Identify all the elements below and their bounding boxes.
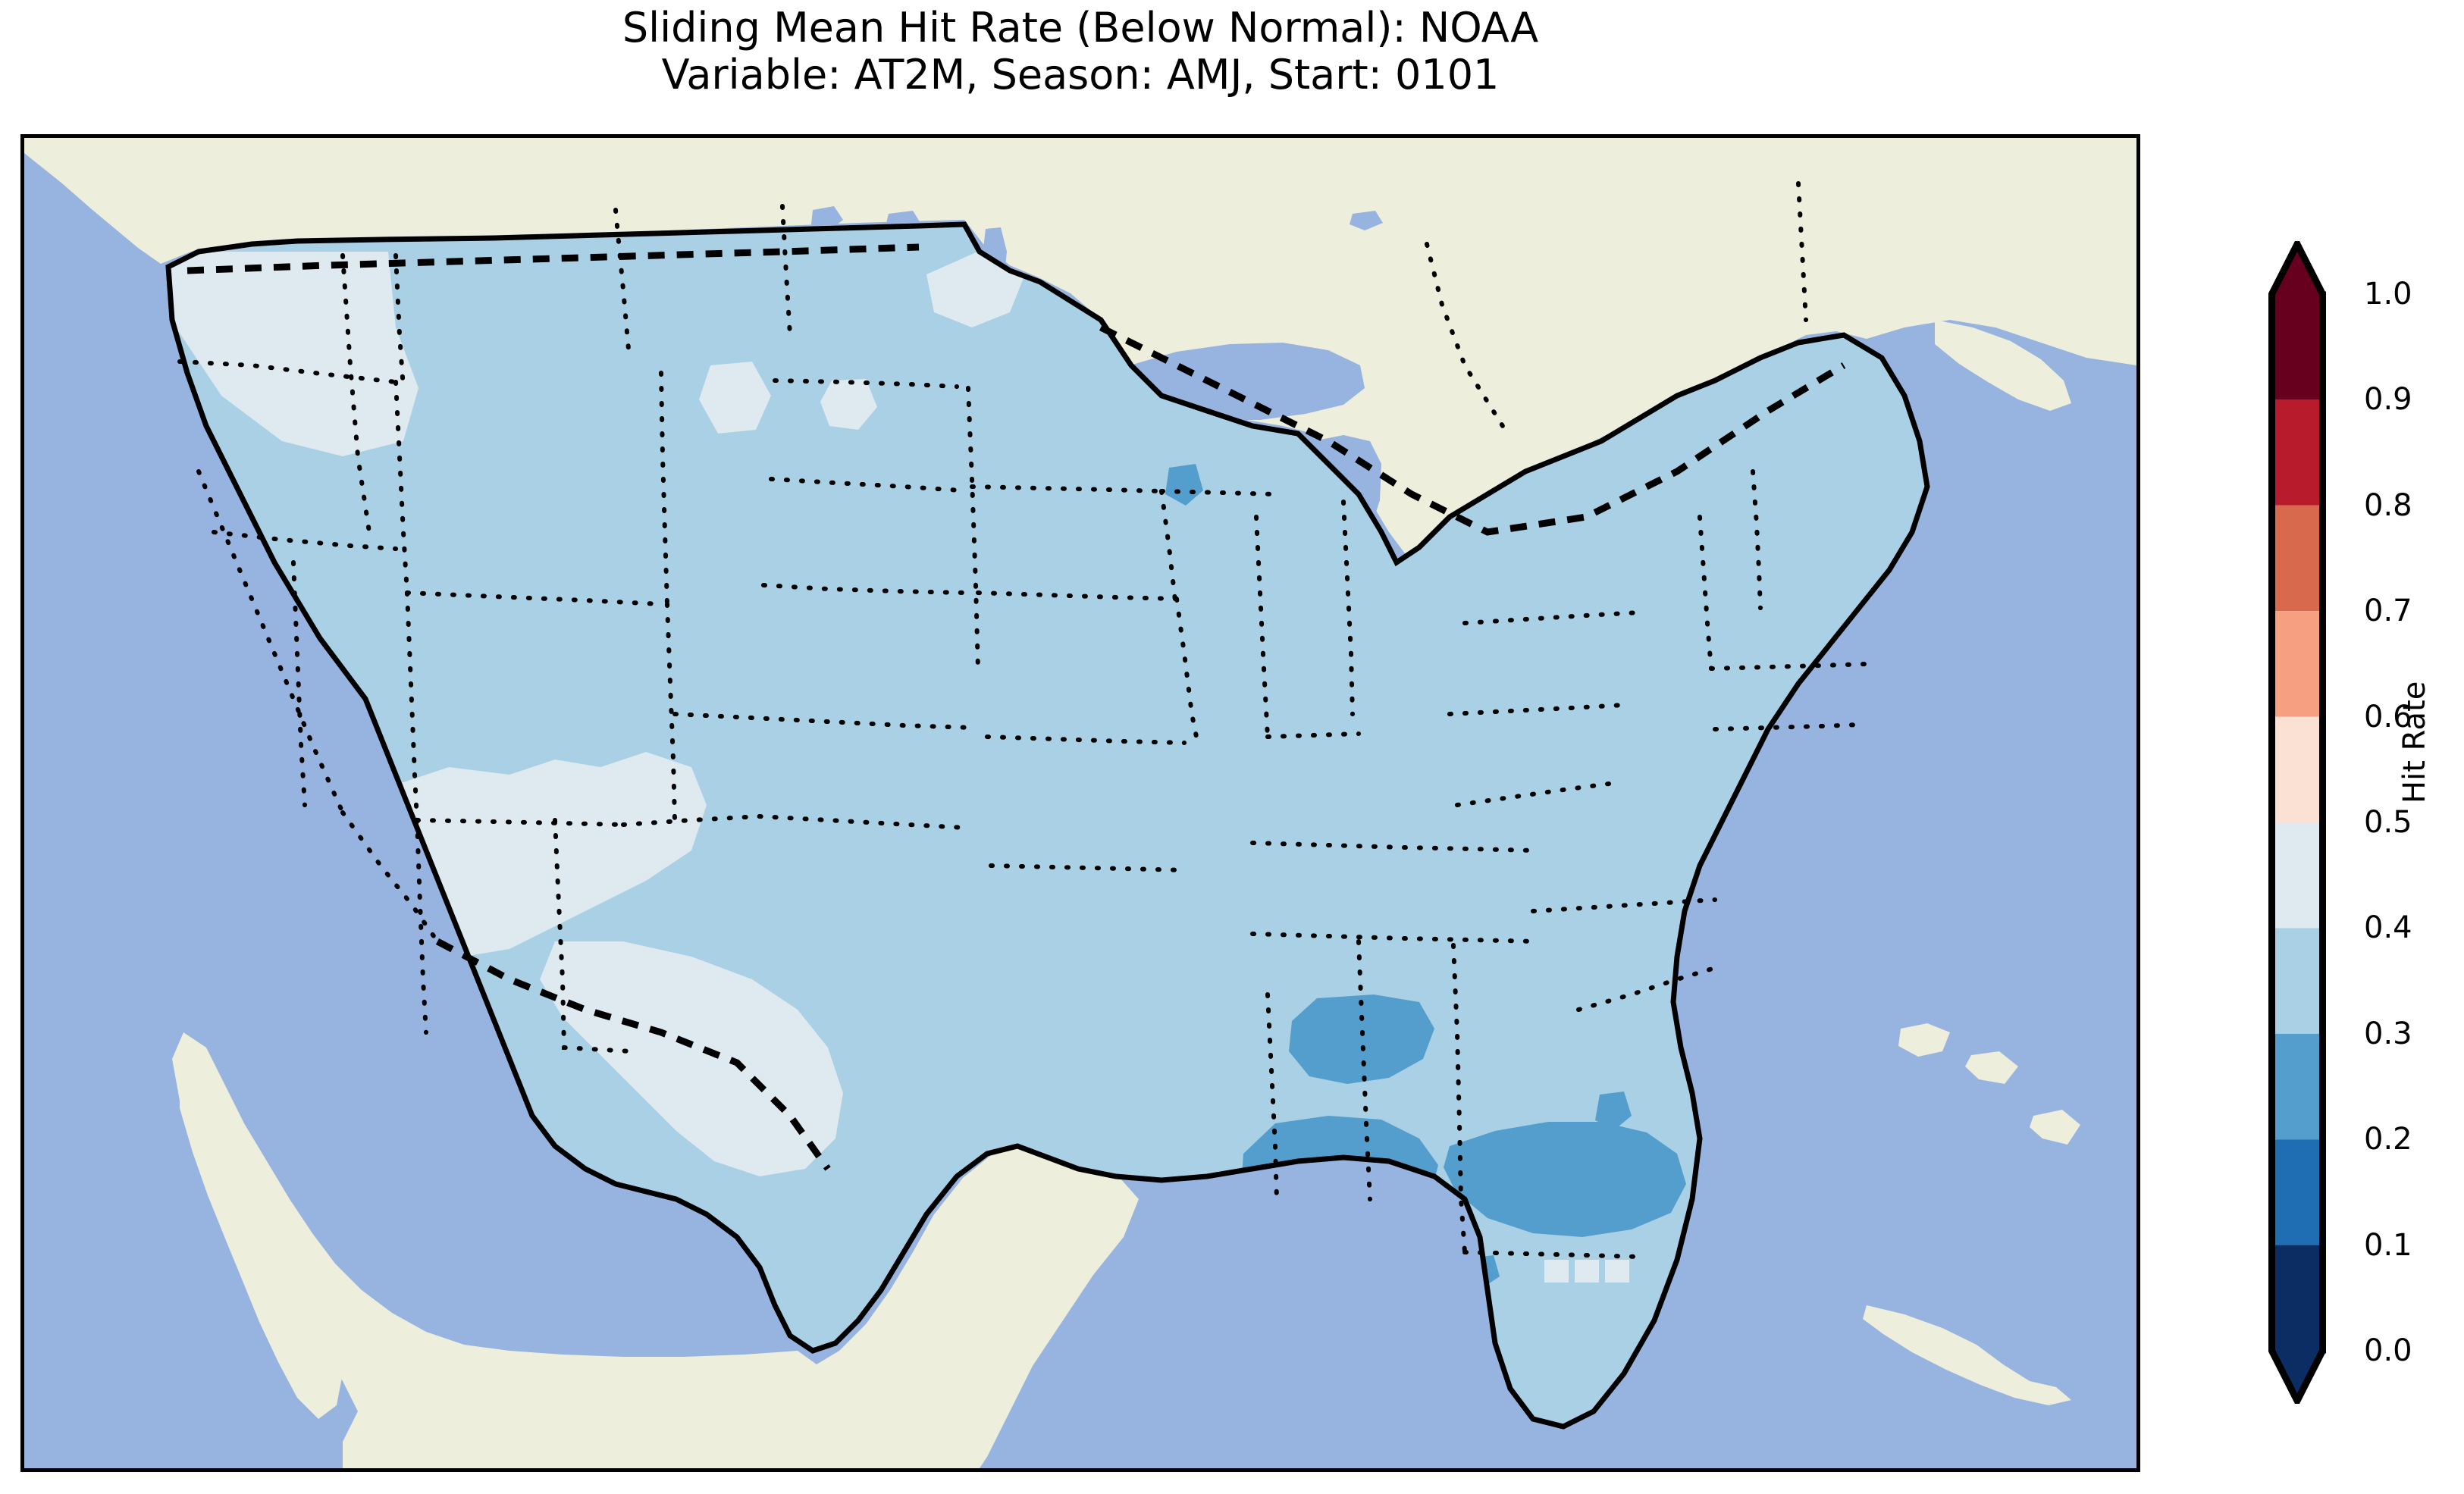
cb-tick-0.3: 0.3 (2364, 1016, 2412, 1051)
border-az-nm (415, 818, 428, 1035)
border-tn-ms-al (1250, 932, 1539, 944)
cb-under-arrow (2268, 1351, 2326, 1404)
colorbar-bands (2268, 241, 2326, 1404)
cuba-landmass (1863, 1305, 2071, 1405)
border-us-mexico (435, 938, 831, 1171)
border-us-canada-east (1099, 324, 1846, 536)
border-in-oh (1341, 500, 1355, 716)
border-wa-or (177, 359, 398, 384)
cb-band-0.4-0.5 (2268, 822, 2326, 929)
border-nc-va (1531, 897, 1717, 913)
cb-tick-1.0: 1.0 (2364, 277, 2412, 312)
cb-tick-0.7: 0.7 (2364, 594, 2412, 628)
border-pa-ny (1462, 610, 1641, 625)
offshore-data-cells (1544, 1260, 1629, 1283)
border-canada-east (1425, 242, 1505, 428)
lake-superior (1125, 343, 1365, 420)
border-sd-ne (769, 477, 963, 493)
cb-tick-0.1: 0.1 (2364, 1228, 2412, 1263)
cb-band-0.7-0.8 (2268, 505, 2326, 612)
border-ky-tn (1250, 841, 1535, 853)
foreign-landmasses (24, 138, 2136, 1468)
canada-landmass (24, 138, 2136, 562)
cb-band-0.3-0.4 (2268, 928, 2326, 1034)
state-boundaries (177, 181, 1869, 1259)
cb-band-0.2-0.3 (2268, 1033, 2326, 1140)
cb-band-0.8-0.9 (2268, 399, 2326, 506)
border-id-east (393, 380, 409, 595)
map-canvas (24, 138, 2136, 1468)
cb-tick-0.6: 0.6 (2364, 700, 2412, 734)
border-ca-az (340, 810, 440, 944)
border-ut-co (405, 590, 419, 822)
cb-band-0.0-0.1 (2268, 1245, 2326, 1351)
border-ia-il (1159, 489, 1177, 603)
border-ar-la (989, 863, 1187, 872)
figure-title: Sliding Mean Hit Rate (Below Normal): NO… (0, 5, 2161, 99)
border-ks-ok (672, 712, 974, 730)
colorbar[interactable] (2268, 241, 2326, 1404)
colorbar-swatches (2268, 241, 2326, 1404)
border-mo-ar (985, 734, 1187, 745)
keys-cell-1 (1544, 1260, 1569, 1283)
keys-cell-3 (1605, 1260, 1629, 1283)
border-wi-il (1159, 489, 1277, 496)
border-ut-nv (291, 560, 307, 807)
border-mi-oh-in (1265, 731, 1361, 739)
nova-scotia-landmass (1935, 320, 2071, 411)
colorbar-ticks (2322, 291, 2326, 1354)
border-ia-mo (976, 590, 1179, 601)
border-plains-east (966, 386, 980, 671)
border-ma-north (1709, 662, 1869, 671)
cb-tick-0.8: 0.8 (2364, 488, 2412, 523)
cb-tick-0.5: 0.5 (2364, 805, 2412, 840)
cb-band-0.5-0.6 (2268, 716, 2326, 822)
baja-california (180, 1059, 343, 1419)
small-lake-a (811, 206, 843, 230)
border-canada-mid (780, 204, 792, 337)
border-sc-nc (1576, 966, 1717, 1012)
border-wy-east (659, 371, 669, 606)
border-ga-fl (1462, 1250, 1641, 1259)
mexico-landmass (172, 1032, 1139, 1468)
border-ne-ks (761, 583, 967, 595)
border-vt-nh (1751, 469, 1763, 610)
keys-cell-2 (1575, 1260, 1599, 1283)
title-line-2: Variable: AT2M, Season: AMJ, Start: 0101 (661, 51, 1500, 99)
border-wy-south (405, 590, 663, 606)
small-lake-c (1350, 211, 1383, 230)
colorbar-axis-label: Hit Rate (2397, 681, 2432, 803)
cb-tick-0.9: 0.9 (2364, 382, 2412, 417)
border-ms-al (1356, 939, 1372, 1201)
cb-tick-0.0: 0.0 (2364, 1333, 2412, 1368)
international-borders (187, 243, 1846, 1171)
border-us-canada-west (187, 243, 920, 274)
cb-band-0.1-0.2 (2268, 1139, 2326, 1245)
cb-band-0.6-0.7 (2268, 611, 2326, 717)
cb-over-arrow (2268, 241, 2326, 294)
bahamas-landmass (1898, 1023, 2080, 1145)
map-panel[interactable] (20, 134, 2140, 1472)
border-pa-md (1447, 703, 1626, 716)
title-line-1: Sliding Mean Hit Rate (Below Normal): NO… (622, 4, 1539, 52)
cb-band-0.9-1.0 (2268, 294, 2326, 400)
cb-tick-0.4: 0.4 (2364, 910, 2412, 945)
border-al-ga (1451, 943, 1467, 1254)
border-nv-ca (196, 469, 345, 815)
cb-tick-0.2: 0.2 (2364, 1122, 2412, 1157)
